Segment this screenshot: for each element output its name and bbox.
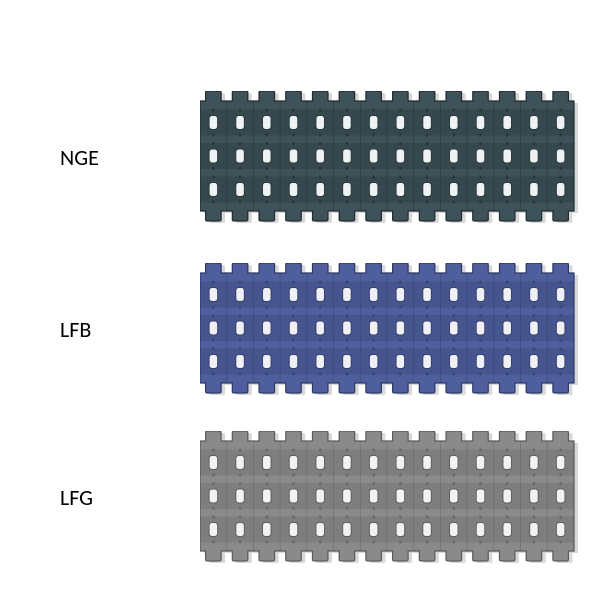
belt-swatch-lfg [200, 431, 578, 563]
variant-row-lfb: LFB [0, 264, 600, 394]
belt-swatch-lfb [200, 263, 578, 395]
belt-swatch-nge [200, 91, 578, 223]
variant-label-lfb: LFB [0, 316, 200, 343]
variant-label-nge: NGE [0, 144, 200, 171]
variant-row-lfg: LFG [0, 432, 600, 562]
variant-label-lfg: LFG [0, 484, 200, 511]
variant-row-nge: NGE [0, 92, 600, 222]
belt-wrap-nge [200, 91, 578, 223]
belt-wrap-lfg [200, 431, 578, 563]
belt-wrap-lfb [200, 263, 578, 395]
